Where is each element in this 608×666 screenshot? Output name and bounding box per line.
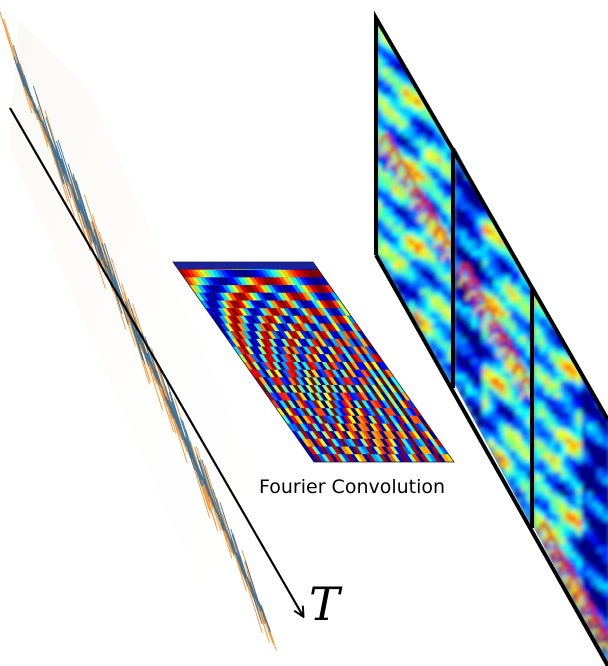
spectrogram-frame-1 bbox=[376, 18, 453, 388]
spectrogram-frame-1-border bbox=[374, 10, 455, 255]
convolution-label: Fourier Convolution bbox=[259, 476, 445, 498]
fourier-kernel-top-bar bbox=[173, 262, 318, 269]
primary-signal-trace bbox=[12, 45, 271, 632]
spectrogram-frame-3 bbox=[534, 287, 608, 666]
spectrogram-frame-2 bbox=[455, 148, 532, 527]
spectrogram-stack-bottom-edge bbox=[374, 254, 608, 666]
time-axis-label: T bbox=[309, 577, 343, 631]
time-axis-arrow bbox=[9, 107, 303, 616]
spectrogram-stack-top-edge bbox=[451, 149, 608, 421]
